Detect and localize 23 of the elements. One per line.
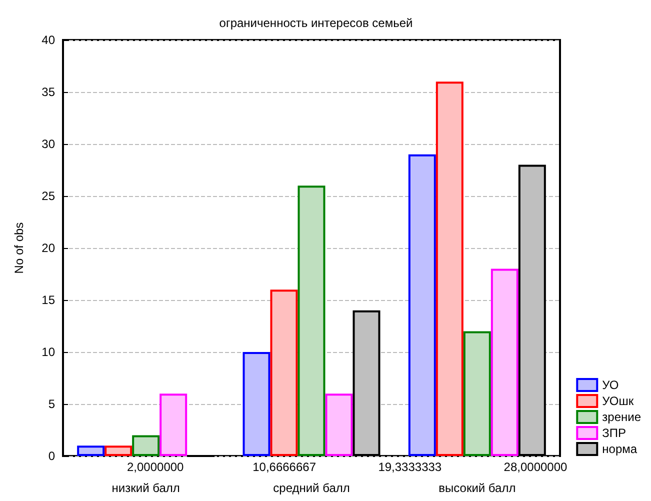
y-tick-label: 15 [42,293,56,307]
text: 28,0000000 [504,460,568,474]
text: 19,3333333 [378,460,442,474]
x-tick-label: высокий балл [438,481,516,495]
text: 10,6666667 [252,460,316,474]
y-tick-label: 30 [42,137,56,151]
y-tick-label: 25 [42,189,56,203]
y-tick-label: 0 [48,449,56,463]
legend-label: УО [602,378,619,392]
y-axis-title: No of obs [12,222,26,274]
chart-title: ограниченность интересов семьей [219,16,413,30]
legend-label: норма [602,442,638,456]
x-tick-label: низкий балл [112,481,180,495]
y-tick-label: 20 [42,241,56,255]
y-tick-label: 5 [48,397,56,411]
y-tick-label: 10 [42,345,56,359]
legend-label: УОшк [602,394,634,408]
legend-label: зрение [602,410,642,424]
y-tick-label: 40 [42,33,56,47]
x-tick-label: средний балл [273,481,350,495]
y-tick-label: 35 [42,85,56,99]
text: 2,0000000 [126,460,184,474]
legend-label: ЗПР [602,426,626,440]
